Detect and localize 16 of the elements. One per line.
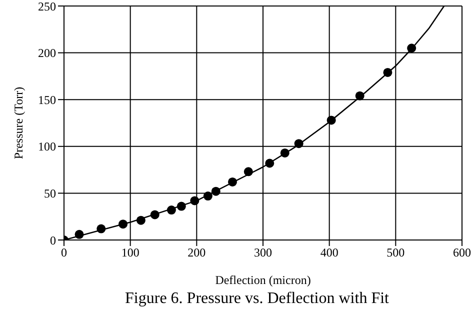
- y-tick-label: 50: [44, 186, 56, 200]
- y-tick-label: 200: [38, 46, 56, 60]
- y-axis-title: Pressure (Torr): [11, 86, 26, 160]
- y-tick-label: 0: [50, 233, 56, 248]
- y-tick-label: 100: [38, 140, 56, 154]
- x-tick-label: 0: [61, 246, 67, 260]
- x-tick-label: 400: [320, 246, 338, 260]
- x-axis-title: Deflection (micron): [215, 273, 311, 287]
- x-tick-label: 300: [254, 246, 272, 260]
- caption: Figure 6. Pressure vs. Deflection with Fit: [124, 290, 390, 308]
- x-tick-label: 100: [121, 246, 140, 260]
- y-tick-label: 150: [38, 92, 56, 107]
- x-tick-label: 600: [453, 246, 471, 260]
- y-tick-label: 250: [38, 0, 56, 14]
- x-tick-label: 200: [188, 246, 206, 260]
- x-tick-label: 500: [386, 246, 405, 260]
